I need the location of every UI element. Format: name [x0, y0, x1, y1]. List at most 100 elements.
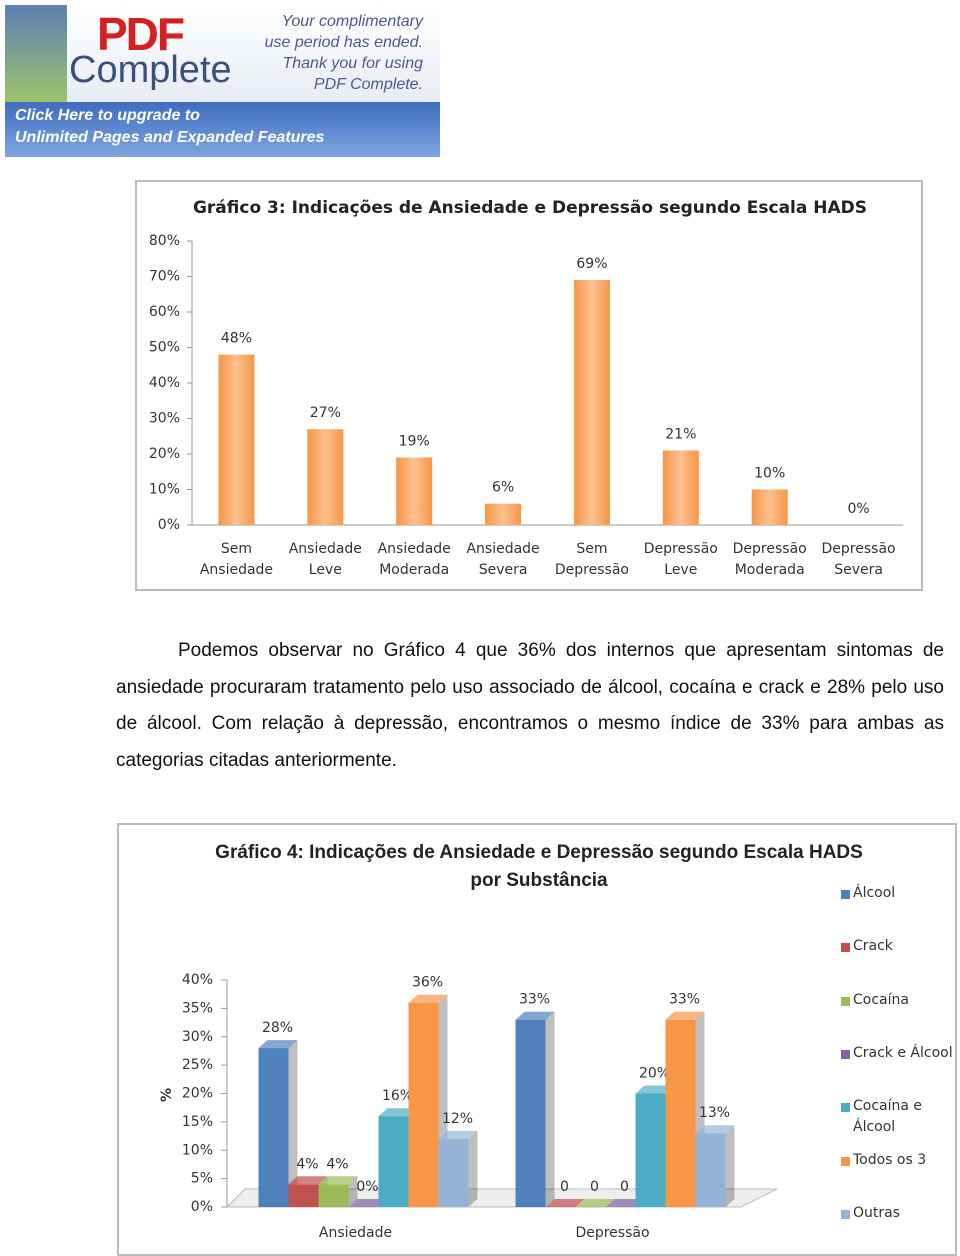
bar	[218, 354, 255, 525]
notice-line: use period has ended.	[264, 34, 423, 51]
y-axis-label: %	[159, 1088, 175, 1102]
x-tick-label: Sem Depressão	[554, 541, 629, 578]
bar	[695, 1125, 735, 1207]
legend-swatch	[841, 1156, 850, 1166]
legend-label: Cocaína	[853, 991, 909, 1008]
value-label: 69%	[576, 256, 607, 272]
value-label: 13%	[699, 1105, 730, 1121]
value-label: 6%	[492, 480, 514, 496]
chart-frame: Gráfico 3: Indicações de Ansiedade e Dep…	[135, 180, 923, 591]
bar	[573, 280, 610, 525]
legend-label: Álcool	[853, 885, 896, 901]
y-tick-label: 60%	[149, 304, 180, 320]
chart-title: Gráfico 4: Indicações de Ansiedade e Dep…	[215, 842, 863, 891]
y-tick-label: 0%	[191, 1199, 213, 1215]
bar	[575, 1199, 615, 1207]
chart-frame: % 0% 5% 10% 15% 20% 25% 30% 35% 40% 28% 33% 4% 0 4% 0 0%…	[117, 823, 957, 1256]
y-tick-label: 30%	[149, 411, 180, 427]
y-tick-label: 15%	[182, 1114, 213, 1130]
x-tick-label: Ansiedade Leve	[288, 541, 362, 578]
value-label: 4%	[326, 1156, 348, 1172]
legend-label: Outras	[853, 1204, 901, 1221]
y-tick-label: 70%	[149, 269, 180, 285]
y-tick-label: 20%	[149, 446, 180, 462]
value-label: 36%	[412, 975, 443, 991]
y-tick-label: 20%	[182, 1086, 213, 1102]
logo-image	[5, 5, 67, 102]
legend-swatch	[841, 1103, 850, 1113]
x-tick-label: Depressão Severa	[821, 541, 896, 578]
logo-sub: Complete	[69, 49, 232, 91]
value-label: 28%	[262, 1020, 293, 1036]
y-tick-label: 10%	[182, 1142, 213, 1158]
value-label: 0	[560, 1179, 569, 1195]
logo: PDF	[97, 8, 185, 60]
bar	[605, 1199, 645, 1207]
bar	[307, 429, 344, 525]
value-label: 0	[590, 1179, 599, 1195]
notice-line: Your complimentary	[281, 13, 423, 30]
x-tick-label: Ansiedade	[318, 1225, 393, 1241]
upgrade-line[interactable]: Click Here to upgrade to	[15, 107, 200, 124]
legend-swatch	[841, 996, 850, 1006]
y-tick-label: 80%	[149, 233, 180, 249]
bar	[396, 457, 433, 525]
y-tick-label: 5%	[191, 1171, 213, 1187]
chart-title: Gráfico 3: Indicações de Ansiedade e Dep…	[193, 198, 867, 218]
bar	[485, 503, 522, 525]
value-label: 20%	[639, 1066, 670, 1082]
y-tick-label: 50%	[149, 340, 180, 356]
y-tick-label: 10%	[149, 482, 180, 498]
upgrade-line[interactable]: Unlimited Pages and Expanded Features	[15, 129, 325, 146]
bar	[318, 1176, 358, 1207]
x-tick-label: Depressão Moderada	[732, 541, 807, 578]
y-tick-label: 40%	[182, 972, 213, 988]
bar	[438, 1130, 478, 1207]
banner[interactable]: PDF Complete Your complimentary use perio…	[5, 5, 440, 157]
value-label: 27%	[310, 405, 341, 421]
legend-swatch	[841, 890, 850, 899]
x-tick-label: Ansiedade Severa	[466, 541, 540, 578]
value-label: 4%	[296, 1156, 318, 1172]
y-tick-label: 40%	[149, 375, 180, 391]
legend-label: Crack e Álcool	[853, 1044, 953, 1061]
value-label: 33%	[519, 992, 550, 1008]
value-label: 0	[620, 1179, 629, 1195]
bar	[348, 1199, 388, 1207]
y-tick-label: 30%	[182, 1029, 213, 1045]
bar	[545, 1199, 585, 1207]
legend-label: Crack	[853, 938, 893, 955]
x-tick-label: Ansiedade Moderada	[377, 541, 451, 578]
chart: Gráfico 3: Indicações de Ansiedade e Dep…	[149, 198, 903, 533]
upgrade-link[interactable]: Click Here to upgrade to Unlimited Pages …	[5, 102, 440, 157]
legend-label: Todos os 3	[853, 1151, 927, 1168]
value-label: 0%	[847, 501, 869, 517]
value-label: 10%	[754, 466, 785, 482]
bar	[662, 450, 699, 525]
legend-swatch	[841, 1049, 850, 1059]
x-tick-label: Depressão	[575, 1225, 650, 1241]
bar	[515, 1011, 555, 1207]
legend-swatch	[841, 1209, 850, 1219]
notice-line: PDF Complete.	[313, 76, 423, 93]
value-label: 33%	[669, 992, 700, 1008]
value-label: 0%	[356, 1179, 378, 1195]
x-tick-label: Sem Ansiedade	[199, 541, 274, 578]
value-label: 21%	[665, 426, 696, 442]
x-tick-label: Depressão Leve	[643, 541, 718, 578]
y-tick-label: 25%	[182, 1057, 213, 1073]
paragraph: Podemos observar no Gráfico 4 que 36% do…	[116, 640, 944, 771]
y-tick-label: 0%	[158, 517, 180, 533]
value-label: 48%	[221, 331, 252, 347]
value-label: 16%	[382, 1088, 413, 1104]
notice-line: Thank you for using	[282, 55, 423, 72]
y-tick-label: 35%	[182, 1000, 213, 1016]
bar	[751, 489, 788, 525]
bar	[258, 1040, 298, 1207]
chart: % 0% 5% 10% 15% 20% 25% 30% 35% 40% 28% 33% 4% 0 4% 0 0%…	[159, 972, 778, 1215]
legend-label: Cocaína e Álcool	[853, 1098, 923, 1136]
legend-swatch	[841, 943, 850, 953]
notice: Your complimentary use period has ended. T…	[235, 11, 423, 95]
value-label: 12%	[442, 1111, 473, 1127]
